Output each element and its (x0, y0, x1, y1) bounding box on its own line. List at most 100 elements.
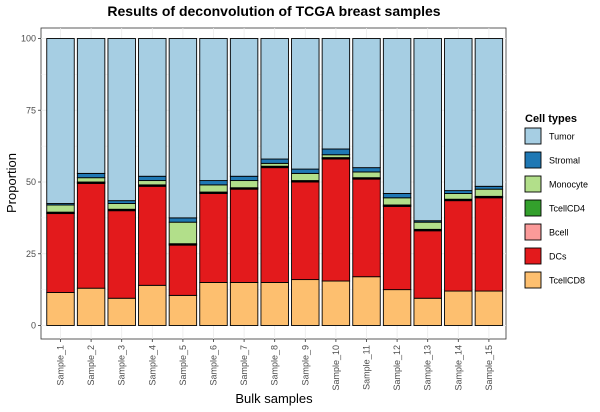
bar-segment-stromal (199, 180, 228, 186)
bar-segment-tcellcd8 (382, 289, 412, 326)
legend-key-tumor (524, 127, 542, 145)
bar-segment-tcellcd8 (199, 282, 228, 326)
x-tick-label: Sample_15 (484, 345, 494, 391)
bars (46, 38, 504, 326)
chart-title: Results of deconvolution of TCGA breast … (107, 3, 440, 19)
bar-segment-tcellcd8 (138, 284, 167, 326)
bar-segment-tcellcd8 (413, 297, 442, 326)
bar-segment-monocyte (46, 204, 75, 213)
legend-key-tcellcd8 (524, 271, 542, 289)
bar-segment-dcs (46, 213, 75, 293)
bar-segment-dcs (382, 205, 412, 291)
bar-segment-monocyte (413, 221, 442, 230)
x-tick-label: Sample_5 (178, 345, 188, 386)
bar-segment-tumor (46, 38, 75, 204)
y-tick-label: 50 (26, 177, 36, 187)
bar-segment-tcellcd8 (260, 282, 289, 326)
x-tick-label: Sample_13 (423, 345, 433, 391)
bar-segment-dcs (229, 188, 259, 283)
y-tick-label: 75 (26, 105, 36, 115)
bar-segment-stromal (229, 175, 259, 182)
x-tick-label: Sample_14 (453, 345, 463, 391)
y-axis-title: Proportion (4, 153, 19, 213)
x-tick-label: Sample_11 (362, 345, 372, 390)
bar-segment-stromal (352, 167, 381, 173)
bar-segment-tumor (474, 38, 504, 187)
bar-segment-dcs (474, 197, 504, 292)
bar-segment-dcs (321, 158, 351, 282)
bar-segment-monocyte (382, 197, 412, 206)
legend-key-stromal (524, 151, 542, 169)
bar-segment-stromal (321, 148, 351, 156)
bar-segment-tumor (107, 38, 136, 202)
bar-segment-tcellcd8 (46, 292, 75, 326)
bar-segment-monocyte (444, 193, 473, 200)
bar-segment-dcs (107, 210, 136, 299)
bar-segment-tumor (321, 38, 351, 150)
x-tick-label: Sample_2 (86, 345, 96, 386)
bar-segment-dcs (260, 167, 289, 283)
bar-segment-stromal (260, 158, 289, 164)
x-tick-label: Sample_6 (209, 345, 219, 386)
bar-segment-tcellcd8 (444, 290, 473, 326)
bar-segment-tcellcd8 (107, 297, 136, 326)
legend-label-tcellcd4: TcellCD4 (549, 204, 585, 214)
bar-segment-monocyte (229, 180, 259, 189)
bar-segment-monocyte (352, 171, 381, 179)
x-tick-label: Sample_10 (331, 345, 341, 391)
bar-segment-stromal (138, 175, 167, 182)
x-axis: Sample_1 Sample_2 Sample_3 Sample_4 Sample_5… (56, 339, 494, 391)
bar-segment-tcellcd8 (321, 280, 351, 326)
y-axis: 0 25 50 75 100 (21, 34, 41, 331)
bar-segment-tcellcd8 (168, 294, 198, 326)
bar-segment-monocyte (199, 184, 228, 193)
y-tick-label: 100 (21, 34, 36, 44)
bar-segment-tcellcd8 (76, 287, 106, 326)
x-tick-label: Sample_7 (239, 345, 249, 386)
legend-label-stromal: Stromal (549, 156, 580, 166)
y-tick-label: 0 (31, 321, 36, 331)
bar-segment-tcellcd8 (474, 290, 504, 326)
bar-segment-tumor (168, 38, 198, 219)
bar-segment-tumor (260, 38, 289, 160)
legend-title: Cell types (525, 113, 577, 125)
bar-segment-tumor (138, 38, 167, 177)
x-tick-label: Sample_12 (392, 345, 402, 391)
bar-segment-tumor (352, 38, 381, 169)
bar-segment-dcs (444, 200, 473, 292)
bar-segment-monocyte (291, 172, 320, 182)
bar-segment-tumor (229, 38, 259, 177)
legend-key-monocyte (524, 175, 542, 193)
bar-segment-tumor (291, 38, 320, 170)
bar-segment-tcellcd8 (291, 279, 320, 326)
bar-segment-tcellcd8 (229, 282, 259, 326)
bar-segment-monocyte (107, 203, 136, 210)
bar-segment-stromal (76, 172, 106, 179)
bar-segment-dcs (199, 193, 228, 283)
x-tick-label: Sample_3 (117, 345, 127, 386)
bar-segment-dcs (76, 182, 106, 289)
legend-label-monocyte: Monocyte (549, 180, 588, 190)
x-tick-label: Sample_9 (300, 345, 310, 386)
bar-segment-tumor (199, 38, 228, 182)
x-tick-label: Sample_1 (56, 345, 66, 386)
bar-segment-monocyte (168, 221, 198, 245)
bar-segment-dcs (291, 181, 320, 281)
bar-segment-dcs (413, 230, 442, 299)
bar-segment-monocyte (76, 177, 106, 183)
bar-segment-monocyte (474, 188, 504, 197)
bar-segment-tumor (76, 38, 106, 174)
y-tick-label: 25 (26, 249, 36, 259)
legend-label-tcellcd8: TcellCD8 (549, 276, 585, 286)
bar-segment-stromal (291, 168, 320, 174)
x-tick-label: Sample_8 (270, 345, 280, 386)
bar-segment-tumor (382, 38, 412, 194)
bar-segment-tumor (444, 38, 473, 192)
bar-segment-monocyte (138, 180, 167, 186)
bar-segment-dcs (168, 244, 198, 296)
legend-key-bcell (524, 223, 542, 241)
legend-label-tumor: Tumor (549, 132, 575, 142)
bar-segment-stromal (382, 193, 412, 199)
bar-segment-tumor (413, 38, 442, 222)
